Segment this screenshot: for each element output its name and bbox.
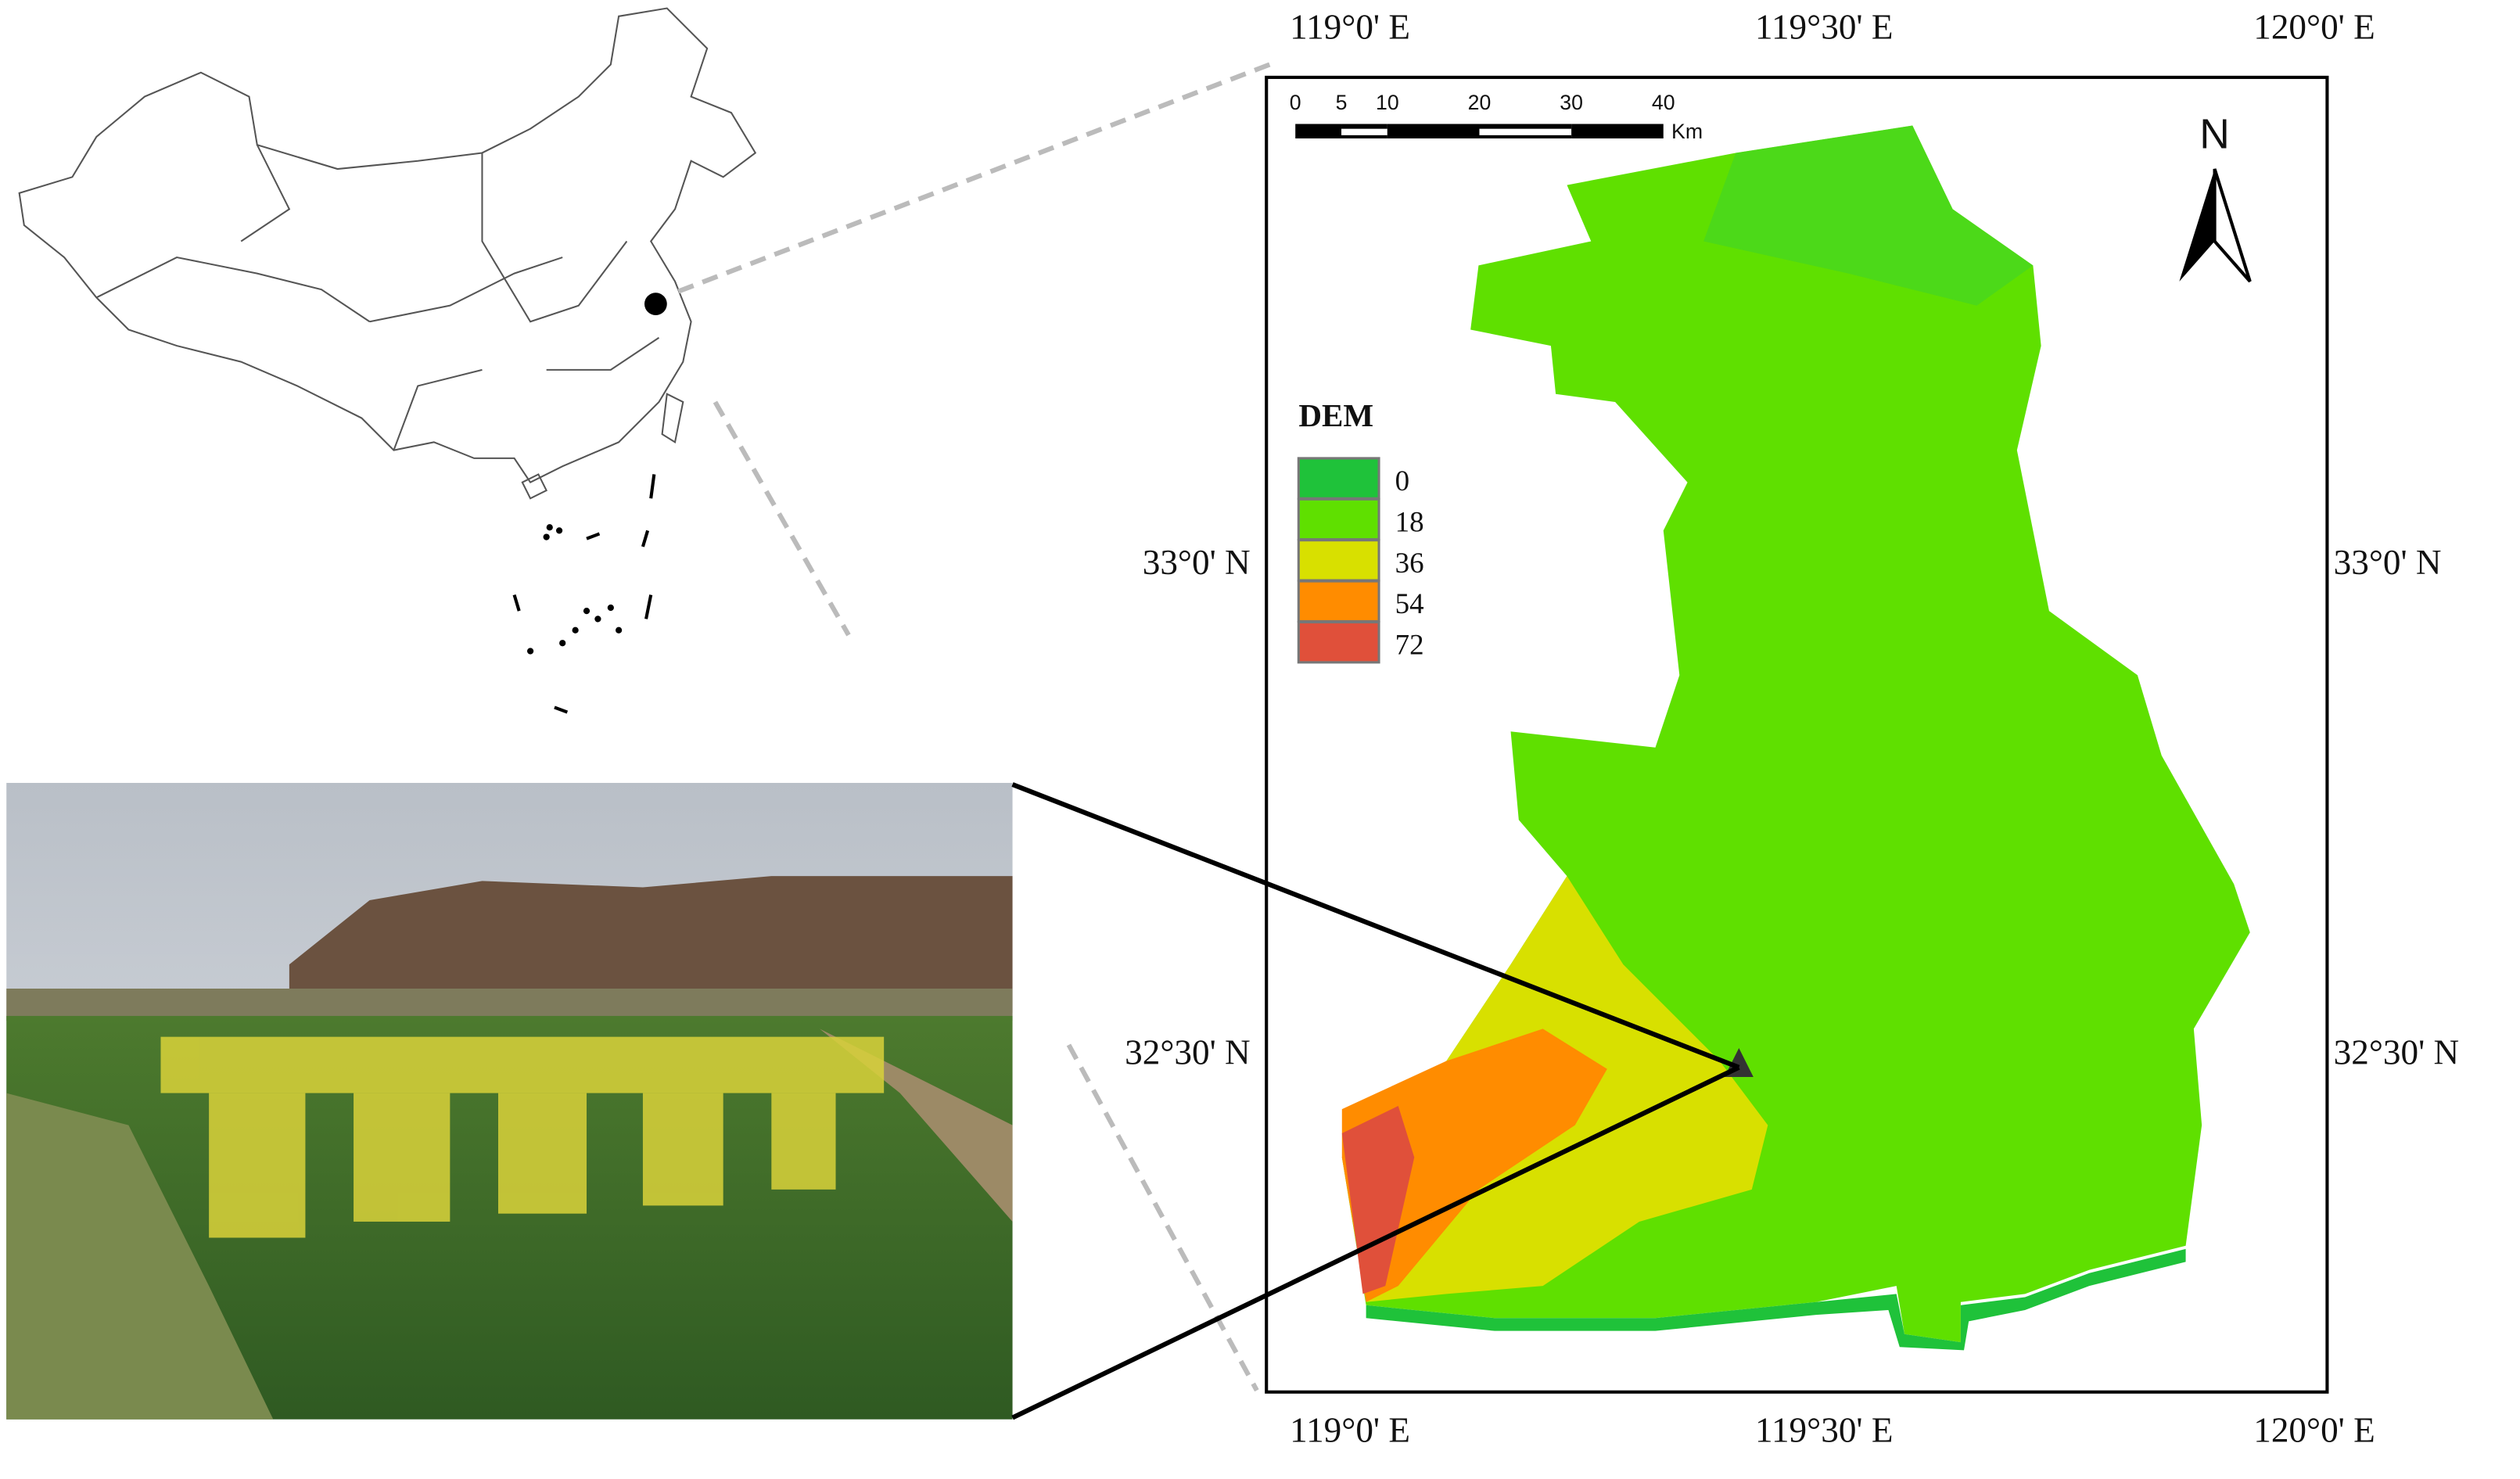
scale-segment [1387, 124, 1480, 138]
latitude-label: 32°30' N [1125, 1033, 1251, 1072]
legend-label: 0 [1395, 465, 1409, 497]
field-photo [6, 782, 1013, 1420]
scale-unit: Km [1671, 120, 1703, 143]
china-map [18, 7, 757, 714]
legend-label: 36 [1395, 547, 1424, 579]
scale-segment [1479, 128, 1572, 135]
legend-label: 54 [1395, 587, 1424, 619]
longitude-label: 119°0' E [1290, 8, 1410, 47]
legend-title: DEM [1298, 397, 1373, 433]
scale-label: 5 [1336, 91, 1348, 114]
connector [1011, 782, 1740, 1070]
latitude-label: 33°0' N [2334, 543, 2442, 582]
longitude-label: 119°0' E [1290, 1410, 1410, 1449]
scale-segment [1341, 128, 1387, 135]
scale-label: 30 [1560, 91, 1583, 114]
connector [673, 62, 1271, 1392]
longitude-label: 120°0' E [2253, 8, 2375, 47]
north-label: N [2199, 111, 2230, 157]
scale-bar: 0 5 10 20 30 40 Km [1290, 91, 1703, 143]
scale-label: 20 [1468, 91, 1492, 114]
latitude-label: 32°30' N [2334, 1033, 2460, 1072]
north-arrow: N [2179, 111, 2252, 283]
legend-swatch [1297, 539, 1380, 582]
legend-label: 18 [1395, 505, 1424, 537]
scale-segment [1295, 124, 1342, 138]
legend-swatch [1297, 620, 1380, 664]
legend-swatch [1297, 580, 1380, 623]
scale-label: 40 [1652, 91, 1675, 114]
legend-swatch [1297, 457, 1380, 500]
legend: DEM 0 18 36 54 72 [1297, 397, 1424, 664]
latitude-label: 33°0' N [1143, 543, 1251, 582]
longitude-label: 119°30' E [1755, 1410, 1893, 1449]
connector [1011, 1064, 1740, 1420]
dem-raster [1341, 125, 2250, 1351]
longitude-label: 120°0' E [2253, 1410, 2375, 1449]
scale-label: 10 [1376, 91, 1399, 114]
legend-label: 72 [1395, 629, 1424, 661]
coordinate-labels: 119°0' E 119°0' E 119°30' E 119°30' E 120°0'… [1125, 8, 2459, 1450]
longitude-label: 119°30' E [1755, 8, 1893, 47]
legend-swatch [1297, 497, 1380, 541]
scale-label: 0 [1290, 91, 1301, 114]
scale-segment [1571, 124, 1664, 138]
